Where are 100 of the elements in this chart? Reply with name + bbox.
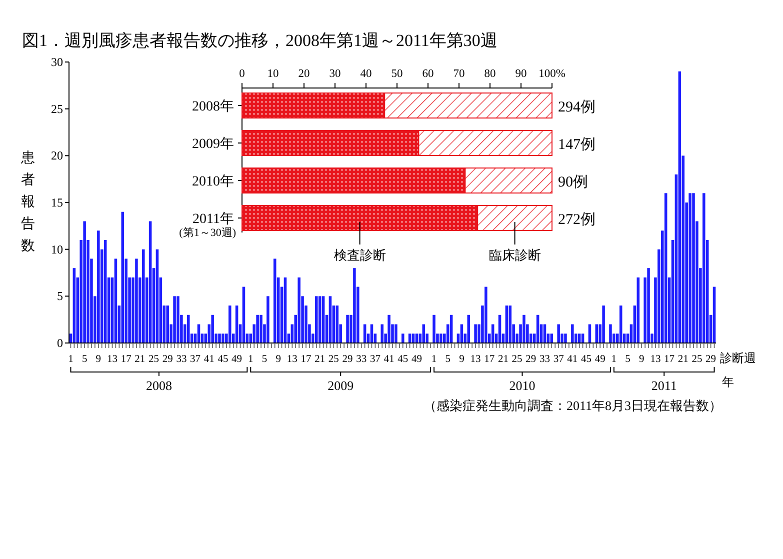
bar [609,324,612,343]
y-tick-label: 15 [51,196,63,210]
x-tick-label: 33 [356,354,367,365]
y-tick-label: 10 [51,242,63,256]
x-tick-label: 41 [204,354,214,365]
series-label: 臨床診断 [488,248,541,262]
y-tick-label: 25 [51,102,63,116]
x-tick-label: 45 [398,354,408,365]
x-tick-label: 21 [678,354,688,365]
x-tick-label: 41 [567,354,578,365]
bar [440,334,442,343]
x-tick-label: 17 [484,354,495,365]
x-tick-label: 20 [298,68,310,80]
x-tick-label: 90 [515,68,527,80]
x-tick-label: 21 [134,354,146,365]
x-tick-label: 25 [148,354,160,365]
bar [647,268,650,343]
x-tick-label: 49 [232,354,242,365]
y-tick-label: 2010年 [192,174,234,190]
bar [218,334,221,343]
y-tick-label: 2008年 [192,98,234,114]
bar [401,334,404,343]
x-tick-label: 45 [581,354,592,365]
x-tick-label: 21 [498,354,508,365]
y-tick-label: 2009年 [192,136,234,152]
x-tick-label: 33 [539,354,550,365]
text: 2008 [146,378,172,393]
bar [298,277,300,343]
x-tick-label: 30 [329,68,341,80]
x-tick-label: 5 [82,354,88,365]
x-tick-label: 37 [553,354,564,365]
x-tick-label: 5 [625,354,630,365]
bar [346,314,349,343]
x-tick-label: 13 [470,354,481,365]
bar [173,296,176,343]
annotation: 90例 [558,174,588,190]
bar [328,296,332,343]
bar [692,193,695,343]
x-tick-label: 37 [190,354,201,365]
bar [388,314,390,343]
annotation: 294例 [558,100,596,116]
x-tick-label: 49 [594,354,606,365]
text: 2010 [509,378,536,393]
x-tick-label: 1 [431,354,437,365]
bar [484,286,488,343]
x-tick-label: 37 [370,354,380,365]
bar [166,306,169,343]
x-tick-label: 29 [706,354,716,365]
x-tick-label: 1 [611,354,617,365]
x-tick-label: 49 [411,354,422,365]
bar [688,193,692,343]
x-tick-label: 40 [360,68,372,80]
bar [211,314,214,343]
bar [142,249,145,343]
text: 2009 [328,378,354,393]
x-tick-label: 50 [391,68,403,80]
series-label: 検査診断 [334,248,386,262]
text: 2011 [651,378,677,393]
y-tick-label: 5 [57,289,63,304]
bar [394,324,398,343]
x-tick-label: 45 [218,354,228,365]
x-tick-label: 5 [262,354,268,365]
annotation: 147例 [558,137,596,153]
y-tick-label: 0 [57,336,63,350]
bar [467,314,470,343]
x-tick-label: 13 [286,354,298,365]
x-tick-label: 21 [314,354,326,365]
x-tick-label: 70 [453,68,465,80]
x-tick-label: 13 [107,354,118,365]
bar [156,249,159,343]
chart-title: 図1．週別風疹患者報告数の推移，2008年第1週～2011年第30週 [22,31,498,50]
x-tick-label: 41 [384,354,394,365]
x-tick-label: 100% [538,68,566,80]
bar [273,258,276,343]
bar [121,212,124,343]
bar [176,296,180,343]
text: 年 [722,375,734,389]
bar [97,230,100,343]
bar [522,314,526,343]
x-tick-label: 10 [267,68,279,80]
y-axis-title: 患者報告数 [20,150,35,254]
x-tick-label: 17 [120,354,132,365]
bar [432,314,436,343]
bar [114,258,118,343]
x-tick-label: 0 [239,68,246,80]
x-tick-label: 60 [422,68,434,80]
bar [104,240,107,343]
x-tick-label: 29 [162,354,173,365]
bar [148,221,152,343]
x-tick-label: 33 [176,354,187,365]
x-tick-label: 9 [276,354,281,365]
bar [318,296,322,343]
x-tick-label: 1 [248,354,254,365]
bar [135,258,138,343]
bar [284,277,287,343]
bar [474,324,477,343]
bar [222,334,224,343]
bar [266,296,270,343]
x-tick-label: 9 [638,354,644,365]
text: （感染症発生動向調査：2011年8月3日現在報告数） [423,398,722,413]
